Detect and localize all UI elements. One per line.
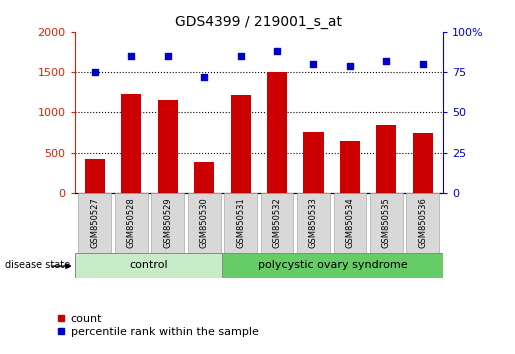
FancyBboxPatch shape (222, 253, 443, 278)
Point (310, 61, 318, 67)
Text: GSM850531: GSM850531 (236, 198, 245, 249)
Bar (84, 159, 105, 193)
Point (382, 58, 390, 64)
Text: disease state: disease state (5, 260, 70, 270)
Text: polycystic ovary syndrome: polycystic ovary syndrome (258, 261, 407, 270)
Title: GDS4399 / 219001_s_at: GDS4399 / 219001_s_at (175, 16, 342, 29)
Point (346, 63, 354, 69)
Text: GSM850527: GSM850527 (90, 198, 99, 249)
Bar (158, 100, 178, 193)
Point (419, 61, 427, 67)
Bar (376, 125, 397, 193)
FancyBboxPatch shape (78, 193, 111, 253)
Bar (194, 161, 214, 193)
FancyBboxPatch shape (406, 193, 439, 253)
Text: GSM850534: GSM850534 (346, 198, 354, 249)
FancyBboxPatch shape (224, 193, 257, 253)
Point (91, 69, 99, 75)
Bar (267, 72, 287, 193)
FancyBboxPatch shape (75, 253, 222, 278)
Text: control: control (129, 261, 167, 270)
Text: GSM850529: GSM850529 (163, 198, 172, 249)
Bar (303, 132, 323, 193)
Bar (231, 95, 251, 193)
Point (127, 53, 135, 59)
Legend: count, percentile rank within the sample: count, percentile rank within the sample (52, 309, 263, 342)
FancyBboxPatch shape (370, 193, 403, 253)
Point (200, 74, 208, 80)
Text: GSM850536: GSM850536 (418, 198, 427, 249)
Text: GSM850528: GSM850528 (127, 198, 135, 249)
Text: GSM850530: GSM850530 (200, 198, 209, 249)
Text: GSM850533: GSM850533 (309, 198, 318, 249)
Point (273, 48, 281, 54)
Text: GSM850532: GSM850532 (272, 198, 282, 249)
Bar (413, 133, 433, 193)
FancyBboxPatch shape (297, 193, 330, 253)
Bar (121, 94, 141, 193)
Bar (340, 141, 360, 193)
FancyBboxPatch shape (115, 193, 148, 253)
FancyBboxPatch shape (334, 193, 366, 253)
FancyBboxPatch shape (261, 193, 294, 253)
Point (236, 53, 245, 59)
FancyBboxPatch shape (187, 193, 220, 253)
Point (164, 53, 172, 59)
FancyBboxPatch shape (151, 193, 184, 253)
Text: GSM850535: GSM850535 (382, 198, 391, 249)
